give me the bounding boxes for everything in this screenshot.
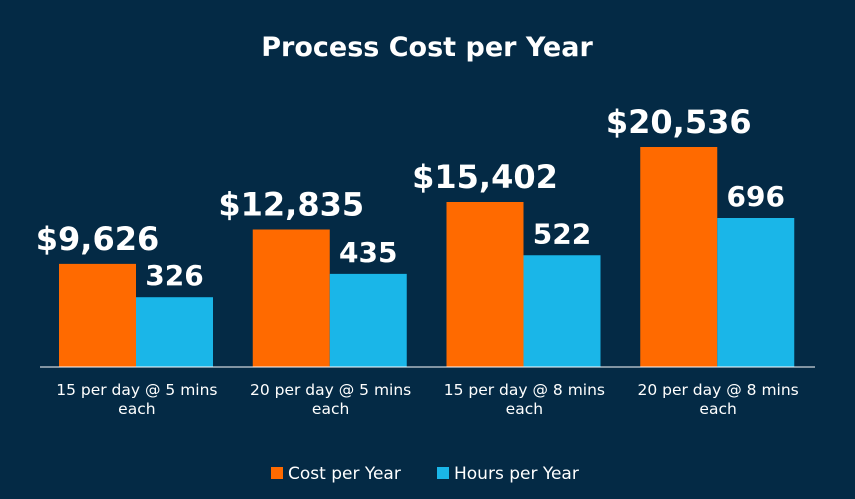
legend: Cost per Year Hours per Year: [271, 464, 579, 484]
category-label-4-line-1: 20 per day @ 8 mins: [637, 381, 798, 399]
cost-value-label-4: $20,536: [606, 103, 752, 141]
category-label-2-line-1: 20 per day @ 5 mins: [250, 381, 411, 399]
category-label-3-line-2: each: [506, 400, 543, 418]
hours-bar-1: [136, 297, 213, 367]
category-label-1-line-2: each: [118, 400, 155, 418]
cost-value-label-3: $15,402: [412, 158, 558, 196]
hours-value-label-2: 435: [339, 236, 397, 269]
cost-bar-1: [59, 263, 136, 367]
legend-swatch-cost: [271, 467, 283, 479]
hours-bar-3: [523, 255, 601, 367]
legend-label-cost: Cost per Year: [288, 464, 401, 484]
hours-value-label-4: 696: [727, 180, 785, 213]
hours-value-label-3: 522: [533, 217, 591, 250]
category-label-4-line-2: each: [699, 400, 736, 418]
cost-bar-2: [252, 229, 330, 367]
category-label-3-line-1: 15 per day @ 8 mins: [444, 381, 605, 399]
legend-label-hours: Hours per Year: [454, 464, 579, 484]
category-label-2-line-2: each: [312, 400, 349, 418]
legend-swatch-hours: [437, 467, 449, 479]
chart-title: Process Cost per Year: [261, 32, 593, 63]
hours-bar-4: [717, 218, 795, 367]
cost-value-label-1: $9,626: [36, 220, 159, 258]
hours-value-label-1: 326: [145, 259, 203, 292]
cost-bar-4: [640, 147, 718, 367]
cost-bar-3: [446, 202, 524, 367]
hours-bar-2: [329, 273, 407, 367]
category-label-1-line-1: 15 per day @ 5 mins: [56, 381, 217, 399]
cost-value-label-2: $12,835: [218, 186, 364, 224]
